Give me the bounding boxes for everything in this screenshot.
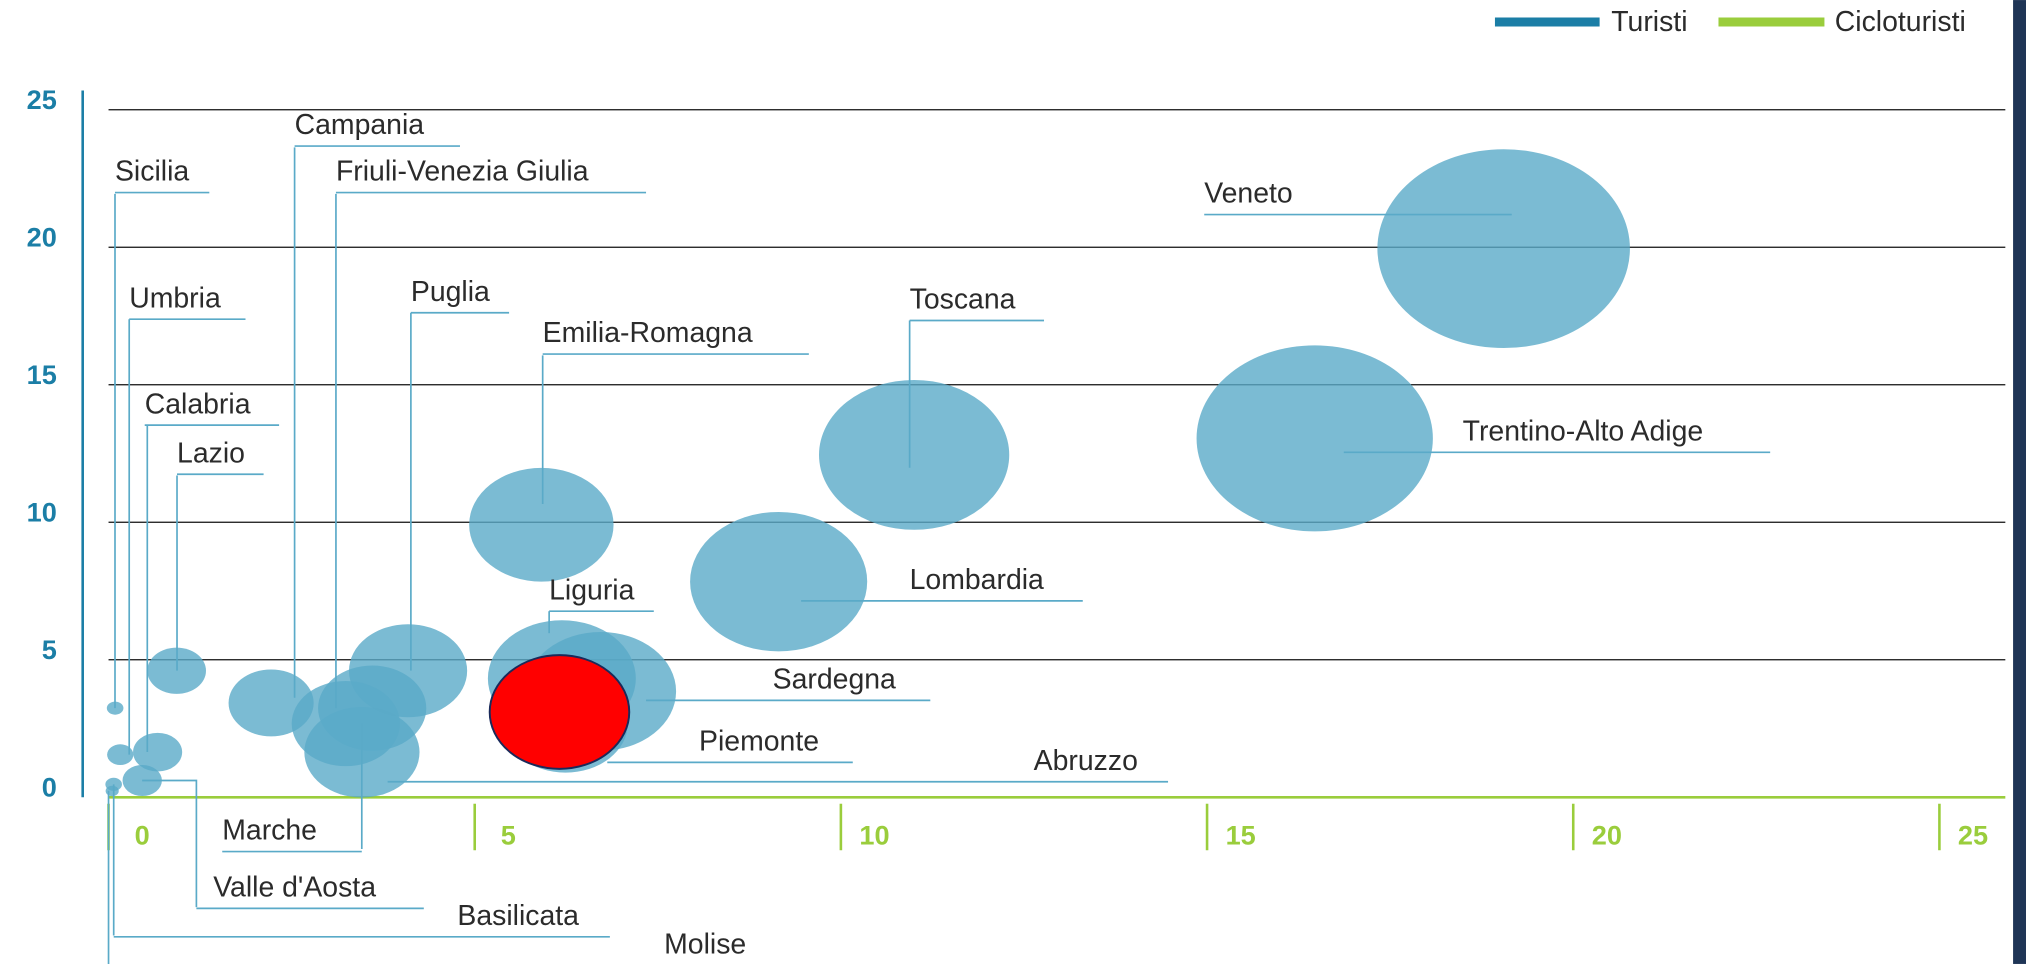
y-tick-label: 5: [42, 634, 57, 665]
bubble-label: Puglia: [411, 276, 490, 308]
plot: Turisti Cicloturisti 0 5 10 15 20 25 0 5 10 15 20 25 S…: [27, 6, 2006, 964]
x-tick-label: 5: [501, 819, 516, 850]
bubble-label: Abruzzo: [1034, 745, 1138, 777]
bubble-label: Sicilia: [115, 156, 189, 188]
bubble: [105, 785, 119, 797]
bubble-label: Toscana: [910, 284, 1016, 316]
x-tick-label: 20: [1592, 819, 1622, 850]
bubble-label: Emilia-Romagna: [543, 317, 753, 349]
bubble: [690, 511, 868, 652]
legend-label: Turisti: [1611, 6, 1687, 38]
bubble-label: Valle d'Aosta: [213, 872, 376, 904]
y-tick-label: 20: [27, 222, 57, 253]
bubble-label: Lombardia: [910, 564, 1044, 596]
x-tick-label: 10: [859, 819, 889, 850]
leader-line: [142, 779, 198, 908]
bubble-label: Piemonte: [699, 726, 819, 758]
bubble: [1196, 345, 1433, 532]
bubble-label: Umbria: [129, 282, 221, 314]
highlight-circle: [488, 654, 631, 770]
bubble-label: Trentino-Alto Adige: [1463, 415, 1704, 447]
y-tick-label: 0: [42, 772, 57, 803]
bubble: [147, 647, 206, 694]
bubble: [133, 732, 183, 772]
bubble: [819, 379, 1010, 530]
bubble: [106, 701, 124, 715]
right-border: [2013, 0, 2026, 964]
y-tick-label: 10: [27, 497, 57, 528]
y-tick-label: 15: [27, 359, 57, 390]
x-tick-label: 15: [1226, 819, 1256, 850]
bubble: [107, 744, 134, 765]
y-tick-label: 25: [27, 84, 57, 115]
bubble-label: Marche: [222, 815, 317, 847]
bubble-label: Calabria: [145, 388, 251, 420]
bubble-label: Basilicata: [457, 900, 579, 932]
bubble-label: Molise: [664, 928, 746, 960]
bubble-label: Campania: [295, 109, 425, 141]
bubble: [1377, 149, 1630, 349]
bubble-label: Sardegna: [773, 663, 896, 695]
bubble-label: Liguria: [549, 574, 634, 606]
bubble-label: Veneto: [1204, 178, 1292, 210]
bubble-label: Lazio: [177, 437, 245, 469]
bubble: [469, 467, 614, 582]
x-tick-label: 25: [1958, 819, 1988, 850]
legend-label: Cicloturisti: [1835, 6, 1966, 38]
x-tick-label: 0: [135, 819, 150, 850]
bubble: [291, 680, 400, 767]
bubble-label: Friuli-Venezia Giulia: [336, 156, 589, 188]
